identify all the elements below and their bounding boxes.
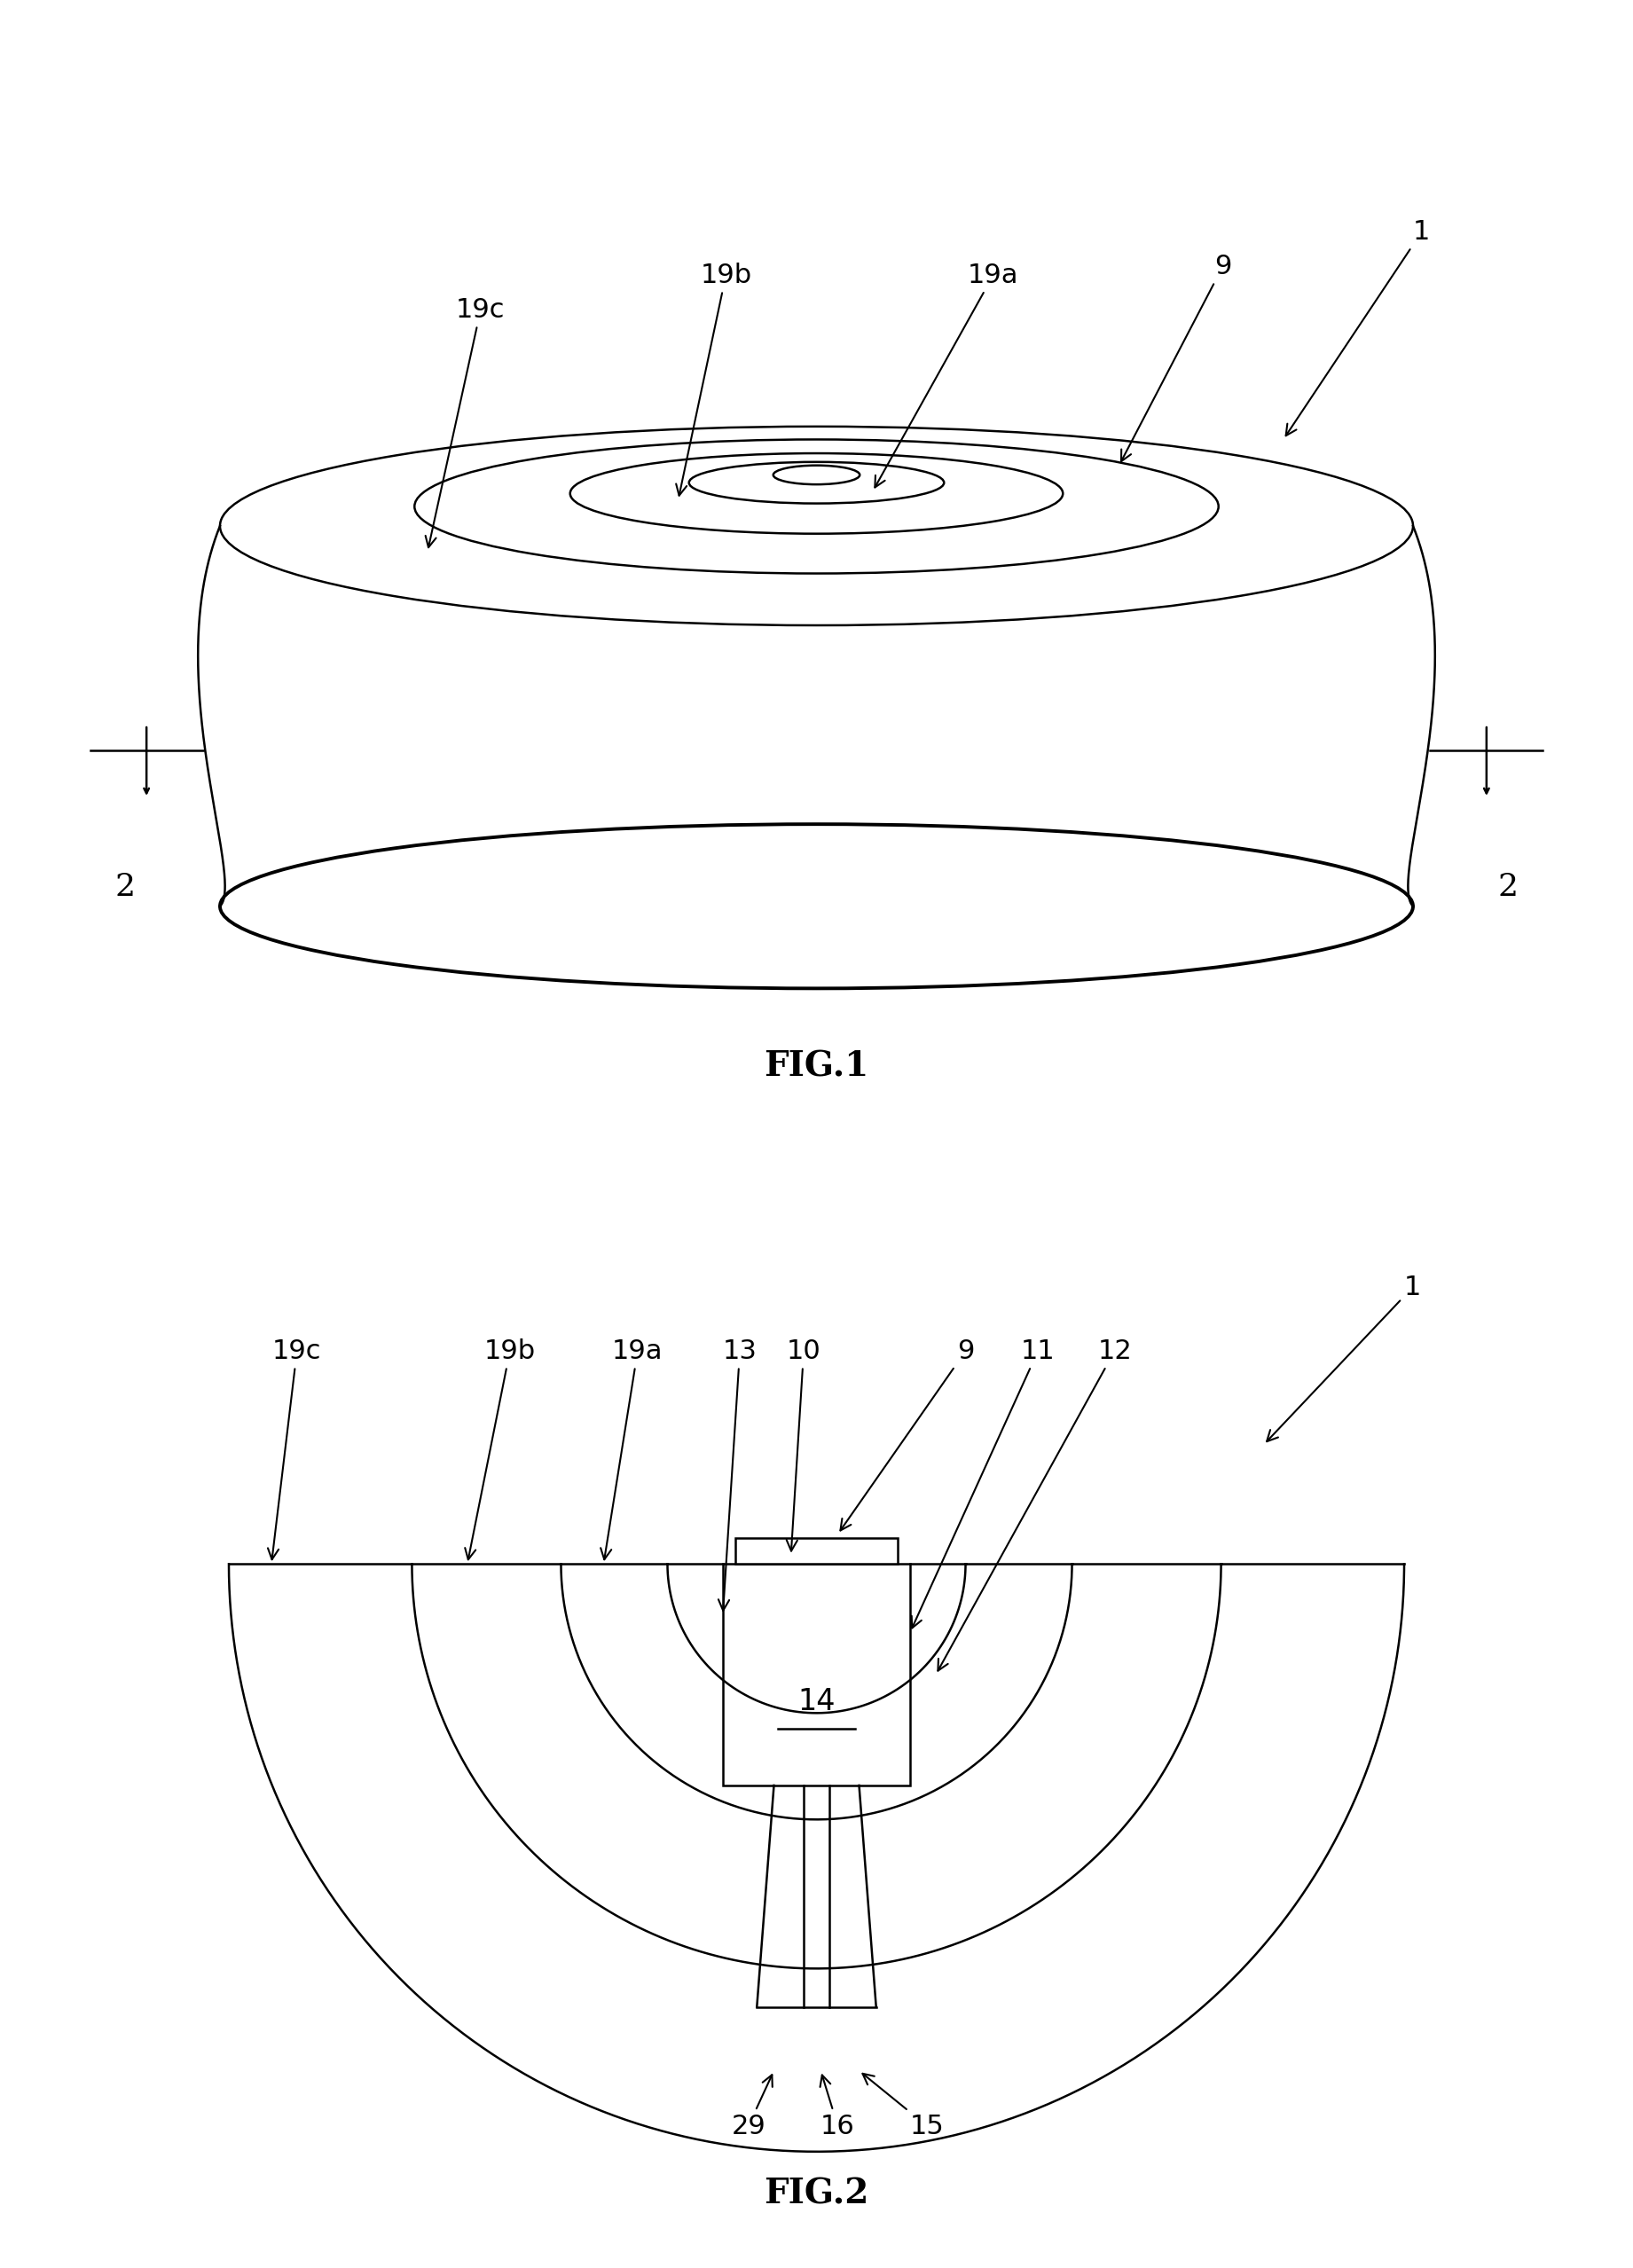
Text: 9: 9 <box>841 1338 975 1531</box>
Text: 2: 2 <box>114 871 136 903</box>
Text: 13: 13 <box>719 1338 758 1610</box>
Text: 11: 11 <box>911 1338 1055 1628</box>
Text: 19b: 19b <box>676 263 751 494</box>
Bar <box>735 1538 898 1565</box>
Text: 19a: 19a <box>601 1338 663 1560</box>
Bar <box>723 1565 910 1785</box>
Text: 19c: 19c <box>426 297 505 547</box>
Text: 19a: 19a <box>875 263 1019 488</box>
Text: 19b: 19b <box>465 1338 536 1560</box>
Text: 19c: 19c <box>268 1338 322 1560</box>
Text: 1: 1 <box>1267 1275 1421 1442</box>
Text: 16: 16 <box>820 2075 856 2139</box>
Text: 29: 29 <box>732 2075 772 2139</box>
Text: 2: 2 <box>1497 871 1519 903</box>
Text: FIG.2: FIG.2 <box>764 2177 869 2211</box>
Text: 10: 10 <box>787 1338 821 1551</box>
Text: 1: 1 <box>1285 220 1431 435</box>
Text: 12: 12 <box>937 1338 1132 1672</box>
Text: 14: 14 <box>797 1687 836 1717</box>
Text: 15: 15 <box>862 2073 944 2139</box>
Text: FIG.1: FIG.1 <box>764 1050 869 1084</box>
Text: 9: 9 <box>1122 254 1231 460</box>
